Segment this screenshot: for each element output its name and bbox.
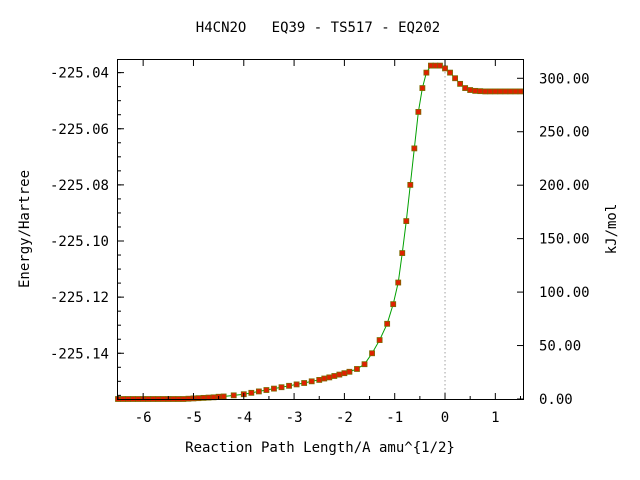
y-left-tick-label: -225.06 <box>50 122 109 138</box>
data-point <box>395 279 402 286</box>
y-right-tick-label: 200.00 <box>539 178 590 194</box>
x-axis: -6 -5 -4 -3 -2 -1 0 1 <box>117 60 521 426</box>
y-axis-left: -225.04 -225.06 -225.08 -225.10 -225.12 -225.… <box>50 66 124 396</box>
data-point <box>185 395 192 402</box>
chart-title: H4CN2O EQ39 - TS517 - EQ202 <box>196 20 440 36</box>
y-right-tick-label: 100.00 <box>539 285 590 301</box>
y-axis-left-label: Energy/Hartree <box>17 170 33 288</box>
data-point <box>423 69 430 76</box>
x-tick-label: -4 <box>235 410 252 426</box>
data-point <box>230 392 237 399</box>
data-point <box>220 393 227 400</box>
x-tick-label: -5 <box>185 410 202 426</box>
data-point <box>384 320 391 327</box>
x-tick-label: -2 <box>336 410 353 426</box>
data-point <box>301 380 308 386</box>
data-point <box>437 62 443 69</box>
x-axis-label: Reaction Path Length/A amu^{1/2} <box>185 440 455 456</box>
y-right-tick-label: 0.00 <box>539 392 573 408</box>
y-axis-right-label: kJ/mol <box>604 204 620 255</box>
data-point <box>419 85 426 91</box>
data-point <box>403 218 410 224</box>
data-point <box>497 88 504 95</box>
energy-curve <box>118 65 521 400</box>
data-point <box>415 109 422 115</box>
data-point <box>361 361 368 368</box>
data-point <box>407 181 414 188</box>
data-point <box>286 382 292 389</box>
data-point <box>399 250 406 256</box>
x-tick-label: 0 <box>441 410 449 426</box>
data-point <box>346 368 353 375</box>
y-left-tick-label: -225.10 <box>50 234 109 250</box>
y-left-tick-label: -225.04 <box>50 66 109 82</box>
data-point <box>308 378 315 385</box>
plot-frame <box>117 59 524 400</box>
data-point <box>354 366 360 372</box>
y-left-tick-label: -225.08 <box>50 178 109 194</box>
data-point <box>331 373 338 379</box>
data-point <box>326 374 333 381</box>
y-right-tick-label: 300.00 <box>539 71 590 87</box>
data-point <box>271 385 277 392</box>
data-point <box>452 75 458 82</box>
data-point <box>502 88 509 95</box>
data-point <box>462 85 469 91</box>
y-axis-right: 300.00 250.00 200.00 150.00 100.00 50.00 0.00 <box>517 71 590 408</box>
y-right-tick-label: 250.00 <box>539 125 590 141</box>
data-point <box>487 88 494 95</box>
data-point <box>507 88 514 95</box>
data-point <box>482 88 489 95</box>
data-point <box>512 88 519 95</box>
data-point <box>341 370 348 377</box>
data-point <box>336 371 343 378</box>
data-point <box>457 80 464 87</box>
y-right-tick-label: 150.00 <box>539 232 590 248</box>
data-point <box>293 381 300 388</box>
x-tick-label: -1 <box>386 410 403 426</box>
data-point <box>492 88 499 95</box>
data-point <box>442 65 448 72</box>
data-point <box>477 88 484 95</box>
y-right-tick-label: 50.00 <box>539 339 581 355</box>
data-point <box>255 388 262 395</box>
data-point <box>248 389 255 396</box>
x-tick-label: -6 <box>135 410 152 426</box>
plot-area <box>115 59 524 402</box>
data-point <box>369 350 375 357</box>
data-point <box>376 337 383 343</box>
data-point <box>517 88 524 95</box>
data-point <box>472 87 479 94</box>
data-point <box>447 69 453 76</box>
data-point <box>467 87 474 93</box>
data-point <box>278 384 285 391</box>
x-tick-label: 1 <box>491 410 499 426</box>
y-left-tick-label: -225.14 <box>50 346 109 362</box>
data-point <box>263 387 270 393</box>
data-point <box>316 377 323 383</box>
y-left-tick-label: -225.12 <box>50 290 109 306</box>
data-point <box>321 375 328 382</box>
data-points <box>115 62 524 402</box>
data-point <box>411 145 418 152</box>
x-tick-label: -3 <box>286 410 303 426</box>
data-point <box>390 301 397 308</box>
